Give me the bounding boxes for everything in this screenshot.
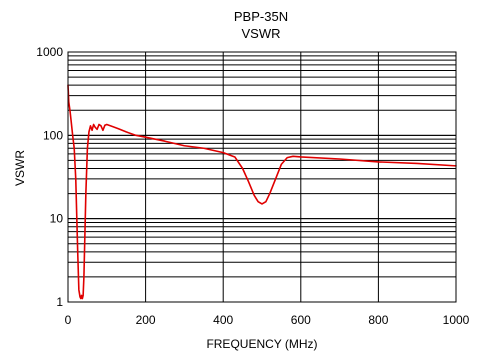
y-tick-label-1000: 1000 (36, 45, 63, 59)
y-tick-label-10: 10 (50, 212, 64, 226)
y-tick-labels: 1 10 100 1000 (36, 45, 63, 309)
y-tick-label-1: 1 (56, 295, 63, 309)
x-tick-label-400: 400 (213, 313, 233, 327)
x-tick-labels: 0 200 400 600 800 1000 (65, 313, 470, 327)
plot-frame (67, 51, 457, 303)
chart-subtitle: VSWR (242, 26, 281, 41)
y-axis-label: VSWR (13, 150, 27, 186)
x-tick-label-800: 800 (368, 313, 388, 327)
x-tick-label-1000: 1000 (443, 313, 470, 327)
series-layer (67, 84, 457, 300)
chart-title: PBP-35N (234, 9, 288, 24)
x-axis-label: FREQUENCY (MHz) (206, 337, 317, 351)
vswr-series-line-0 (67, 84, 457, 300)
y-tick-label-100: 100 (43, 128, 63, 142)
grid-lines (67, 51, 457, 303)
x-tick-label-0: 0 (65, 313, 72, 327)
x-tick-label-200: 200 (136, 313, 156, 327)
x-tick-label-600: 600 (291, 313, 311, 327)
